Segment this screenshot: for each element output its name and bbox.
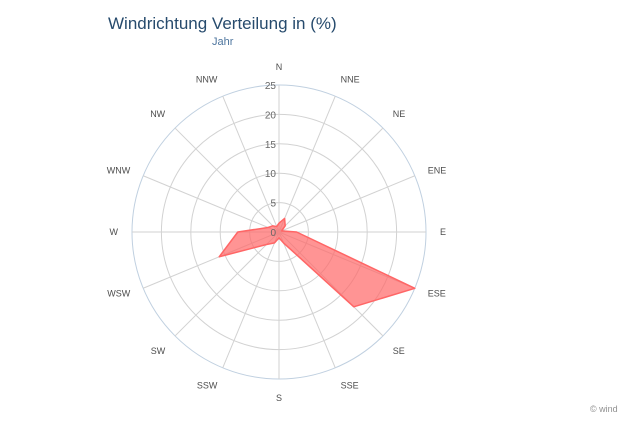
data-point-ssw[interactable]	[273, 241, 277, 245]
series-layer	[217, 216, 417, 309]
direction-label-wsw: WSW	[107, 289, 130, 299]
grid-spoke	[222, 231, 280, 369]
data-point-s[interactable]	[277, 236, 281, 240]
direction-label-nne: NNE	[341, 74, 360, 84]
direction-label-e: E	[440, 227, 446, 237]
data-point-n[interactable]	[277, 221, 281, 225]
data-point-sse[interactable]	[282, 241, 286, 245]
polar-grid	[131, 84, 427, 380]
grid-spoke	[278, 95, 336, 233]
grid-spoke	[142, 175, 280, 233]
direction-label-se: SE	[393, 346, 405, 356]
data-point-ne[interactable]	[283, 224, 287, 228]
direction-label-ssw: SSW	[197, 381, 218, 391]
grid-spoke	[174, 231, 280, 337]
data-point-ese[interactable]	[413, 286, 417, 290]
direction-label-w: W	[110, 227, 119, 237]
grid-spoke	[222, 95, 280, 233]
data-point-sw[interactable]	[265, 243, 269, 247]
data-point-se[interactable]	[352, 305, 356, 309]
direction-label-s: S	[276, 393, 282, 403]
radial-tick-label: 25	[265, 81, 277, 92]
direction-label-nw: NW	[150, 109, 165, 119]
direction-label-sse: SSE	[341, 381, 359, 391]
grid-spoke	[278, 175, 416, 233]
data-point-w[interactable]	[236, 230, 240, 234]
data-point-wsw[interactable]	[217, 255, 221, 259]
direction-label-ese: ESE	[428, 289, 446, 299]
direction-label-n: N	[276, 62, 283, 72]
data-point-ene[interactable]	[280, 229, 284, 233]
grid-spoke	[278, 127, 384, 233]
direction-label-nnw: NNW	[196, 74, 218, 84]
radial-tick-label: 0	[270, 228, 276, 239]
direction-label-sw: SW	[151, 346, 166, 356]
data-point-nne[interactable]	[283, 216, 287, 220]
credit-text[interactable]: © wind	[590, 404, 618, 414]
radial-tick-labels: 0 5 10 15 20 25	[265, 81, 277, 239]
radial-tick-label: 20	[265, 110, 277, 121]
chart-subtitle: Jahr	[212, 36, 234, 48]
chart-title: Windrichtung Verteilung in (%)	[108, 14, 337, 33]
series-area[interactable]	[218, 217, 416, 308]
radial-tick-label: 15	[265, 140, 277, 151]
direction-label-ene: ENE	[428, 165, 447, 175]
grid-spoke	[174, 127, 280, 233]
data-point-e[interactable]	[295, 230, 299, 234]
direction-labels: N NNE NE ENE E ESE SE SSE S SSW SW WSW W WNW NW NNW	[107, 62, 446, 403]
radial-tick-label: 10	[265, 169, 277, 180]
direction-label-wnw: WNW	[107, 165, 131, 175]
direction-label-ne: NE	[393, 109, 406, 119]
radial-tick-label: 5	[270, 199, 276, 210]
grid-spoke	[278, 231, 336, 369]
